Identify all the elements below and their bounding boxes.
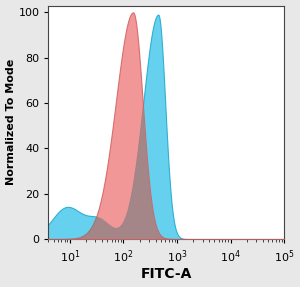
Y-axis label: Normalized To Mode: Normalized To Mode: [6, 59, 16, 185]
X-axis label: FITC-A: FITC-A: [141, 267, 192, 282]
